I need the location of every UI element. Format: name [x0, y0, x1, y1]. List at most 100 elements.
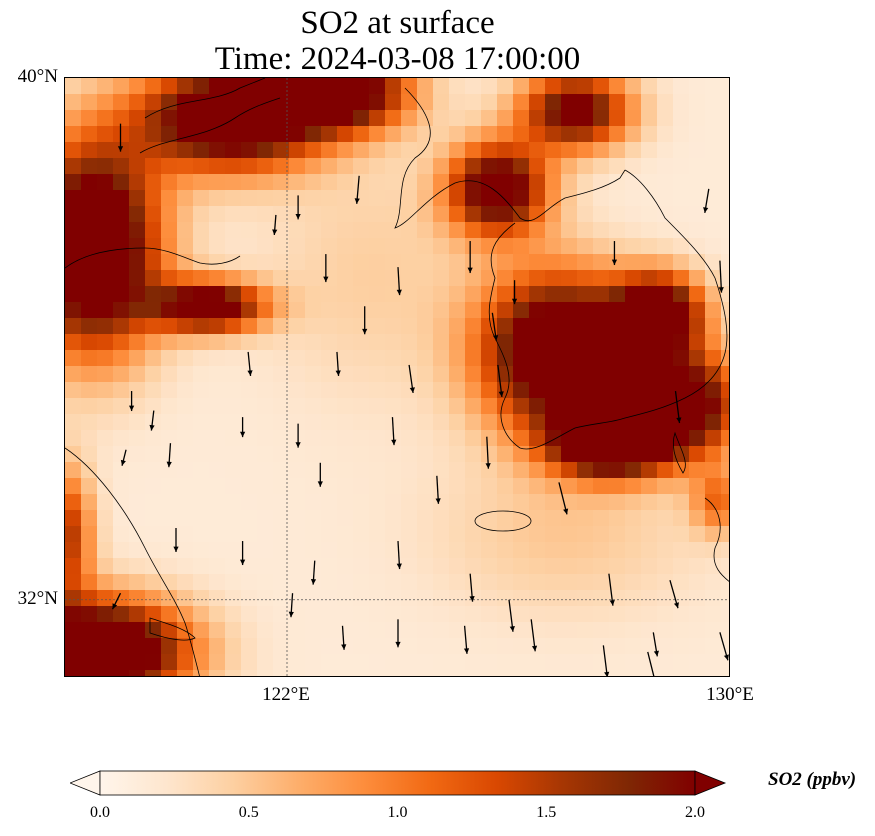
so2-cell: [401, 446, 418, 463]
so2-cell: [449, 414, 466, 431]
so2-cell: [449, 366, 466, 383]
so2-cell: [225, 174, 242, 191]
so2-cell: [289, 254, 306, 271]
so2-cell: [241, 318, 258, 335]
so2-cell: [209, 286, 226, 303]
so2-cell: [481, 606, 498, 623]
so2-cell: [305, 174, 322, 191]
so2-cell: [113, 190, 130, 207]
colorbar-label: SO2 (ppbv): [768, 769, 857, 790]
so2-cell: [129, 174, 146, 191]
so2-cell: [593, 350, 610, 367]
so2-cell: [353, 382, 370, 399]
so2-cell: [657, 334, 674, 351]
so2-cell: [209, 270, 226, 287]
so2-cell: [241, 270, 258, 287]
so2-cell: [561, 542, 578, 559]
so2-cell: [657, 174, 674, 191]
so2-cell: [545, 510, 562, 527]
so2-cell: [657, 238, 674, 255]
so2-cell: [241, 414, 258, 431]
so2-cell: [721, 302, 729, 319]
so2-cell: [481, 462, 498, 479]
so2-cell: [513, 318, 530, 335]
so2-cell: [529, 414, 546, 431]
so2-cell: [97, 270, 114, 287]
so2-cell: [705, 590, 722, 607]
so2-cell: [337, 238, 354, 255]
so2-cell: [529, 654, 546, 671]
so2-cell: [497, 494, 514, 511]
so2-cell: [289, 110, 306, 127]
so2-cell: [273, 318, 290, 335]
so2-cell: [641, 414, 658, 431]
so2-cell: [241, 670, 258, 676]
so2-cell: [193, 174, 210, 191]
so2-cell: [465, 270, 482, 287]
so2-cell: [209, 430, 226, 447]
so2-cell: [257, 462, 274, 479]
so2-cell: [657, 366, 674, 383]
so2-cell: [177, 222, 194, 239]
so2-cell: [129, 302, 146, 319]
so2-cell: [513, 334, 530, 351]
so2-cell: [417, 478, 434, 495]
so2-cell: [81, 430, 98, 447]
so2-cell: [465, 318, 482, 335]
so2-cell: [401, 606, 418, 623]
so2-cell: [721, 254, 729, 271]
so2-cell: [145, 254, 162, 271]
so2-cell: [705, 94, 722, 111]
so2-cell: [609, 78, 626, 95]
so2-cell: [353, 398, 370, 415]
so2-cell: [177, 110, 194, 127]
so2-cell: [353, 430, 370, 447]
so2-cell: [609, 254, 626, 271]
so2-cell: [305, 158, 322, 175]
wind-arrow: [341, 625, 347, 650]
so2-cell: [177, 558, 194, 575]
so2-cell: [225, 334, 242, 351]
so2-cell: [465, 398, 482, 415]
so2-cell: [241, 110, 258, 127]
so2-cell: [289, 142, 306, 159]
so2-cell: [241, 382, 258, 399]
so2-cell: [673, 302, 690, 319]
so2-cell: [625, 414, 642, 431]
so2-cell: [689, 270, 706, 287]
so2-cell: [625, 206, 642, 223]
so2-cell: [529, 190, 546, 207]
so2-cell: [513, 254, 530, 271]
so2-cell: [449, 254, 466, 271]
so2-cell: [273, 238, 290, 255]
so2-cell: [193, 526, 210, 543]
so2-cell: [401, 638, 418, 655]
so2-cell: [417, 366, 434, 383]
so2-cell: [65, 222, 82, 239]
so2-cell: [497, 654, 514, 671]
so2-cell: [657, 190, 674, 207]
so2-cell: [193, 446, 210, 463]
so2-cell: [145, 222, 162, 239]
so2-cell: [353, 654, 370, 671]
so2-cell: [321, 94, 338, 111]
so2-cell: [385, 462, 402, 479]
so2-cell: [609, 94, 626, 111]
so2-cell: [193, 478, 210, 495]
so2-cell: [65, 238, 82, 255]
so2-cell: [305, 446, 322, 463]
so2-cell: [433, 558, 450, 575]
coastline-jiangsu: [65, 447, 200, 676]
so2-cell: [689, 238, 706, 255]
so2-cell: [193, 670, 210, 676]
so2-cell: [529, 142, 546, 159]
so2-cell: [321, 238, 338, 255]
so2-cell: [545, 382, 562, 399]
so2-cell: [545, 270, 562, 287]
so2-cell: [273, 302, 290, 319]
so2-cell: [529, 398, 546, 415]
so2-cell: [609, 670, 626, 676]
so2-cell: [177, 526, 194, 543]
so2-cell: [625, 78, 642, 95]
so2-cell: [289, 638, 306, 655]
